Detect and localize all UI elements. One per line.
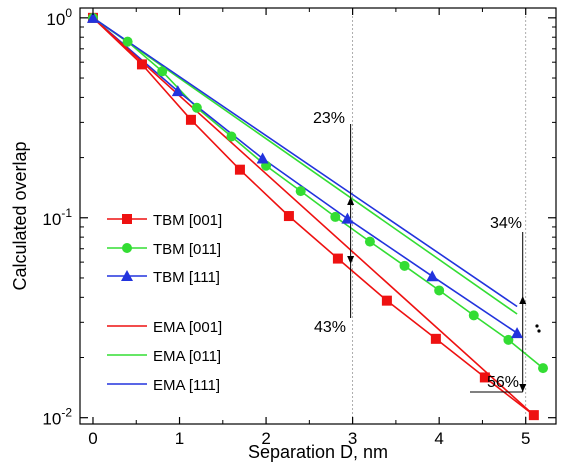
legend-item-ema-011: EMA [011]	[107, 348, 221, 365]
legend-swatch-marker	[121, 270, 133, 281]
reference-lines	[352, 8, 527, 424]
data-point-tbm-011	[364, 236, 375, 247]
x-tick-label: 4	[434, 429, 443, 448]
legend-item-ema-001: EMA [001]	[107, 319, 222, 336]
x-tick-label: 2	[261, 429, 270, 448]
data-point-tbm-011	[538, 363, 549, 374]
data-point-tbm-001	[381, 295, 392, 306]
data-point-tbm-011	[434, 285, 445, 296]
series-line-ema-001	[92, 17, 535, 416]
y-tick-label: 100	[46, 6, 72, 29]
data-point-tbm-011	[295, 186, 306, 197]
legend-label: TBM [111]	[153, 269, 220, 286]
series-line-ema-111	[92, 17, 518, 308]
data-point-tbm-011	[330, 211, 341, 222]
x-tick-label: 3	[348, 429, 357, 448]
data-point-tbm-001	[430, 333, 441, 344]
series-line-tbm-011	[92, 17, 544, 369]
y-tick-label: 10-2	[42, 406, 72, 429]
axes-frame	[79, 7, 557, 425]
legend-item-tbm-111: TBM [111]	[107, 269, 220, 286]
data-point-tbm-011	[503, 334, 514, 345]
annotations: 23% 43% 34% 56%	[313, 110, 522, 391]
data-point-tbm-001	[528, 410, 539, 421]
x-tick-label: 0	[88, 429, 97, 448]
y-tick-label: 10-1	[42, 206, 72, 229]
data-point-tbm-011	[226, 131, 237, 142]
legend-label: EMA [001]	[153, 319, 222, 336]
data-point-tbm-001	[136, 59, 147, 70]
arrow-head	[519, 296, 527, 304]
data-point-tbm-111	[256, 152, 269, 164]
legend-label: EMA [111]	[153, 377, 220, 394]
annotation-dot	[537, 329, 541, 333]
annotation-arrows	[347, 124, 541, 393]
legend-label: TBM [011]	[153, 241, 221, 258]
data-point-tbm-001	[283, 211, 294, 222]
data-point-tbm-111	[86, 11, 99, 23]
legend-swatch-marker	[122, 214, 132, 224]
arrow-head	[347, 197, 355, 205]
x-tick-label: 1	[175, 429, 184, 448]
data-point-tbm-111	[426, 270, 439, 282]
arrow-head	[347, 256, 355, 264]
legend-label: EMA [011]	[153, 348, 221, 365]
x-axis-title: Separation D, nm	[248, 442, 388, 462]
tick-labels: 0 1 2 3 4 5 10-2 10-1 100	[42, 6, 530, 448]
arrow-head	[519, 384, 527, 392]
series-line-tbm-001	[92, 17, 535, 416]
annotation-label: 34%	[490, 215, 522, 232]
annotation-label: 23%	[313, 110, 345, 127]
legend-item-tbm-011: TBM [011]	[107, 241, 221, 258]
plot-frame	[79, 7, 557, 425]
legend-label: TBM [001]	[153, 212, 222, 229]
legend: TBM [001] TBM [011] TBM [111] EMA [001] EMA …	[107, 212, 222, 394]
annotation-dot	[535, 324, 539, 328]
data-point-tbm-011	[468, 310, 479, 321]
data-point-tbm-001	[332, 253, 343, 264]
legend-item-tbm-001: TBM [001]	[107, 212, 222, 229]
data-point-tbm-111	[341, 212, 354, 224]
data-point-tbm-001	[185, 114, 196, 125]
ticks	[80, 8, 556, 424]
data-point-tbm-011	[157, 66, 168, 77]
y-axis-title: Calculated overlap	[10, 141, 30, 290]
series-markers	[86, 11, 549, 421]
legend-swatch-marker	[122, 243, 132, 253]
legend-item-ema-111: EMA [111]	[107, 377, 220, 394]
data-point-tbm-111	[171, 85, 184, 97]
annotation-label: 43%	[314, 319, 346, 336]
annotation-label: 56%	[487, 374, 519, 391]
data-point-tbm-001	[479, 372, 490, 383]
data-point-tbm-011	[122, 36, 133, 47]
data-point-tbm-001	[234, 164, 245, 175]
data-point-tbm-011	[399, 260, 410, 271]
data-point-tbm-111	[511, 327, 524, 339]
data-point-tbm-011	[191, 102, 202, 113]
x-tick-label: 5	[521, 429, 530, 448]
